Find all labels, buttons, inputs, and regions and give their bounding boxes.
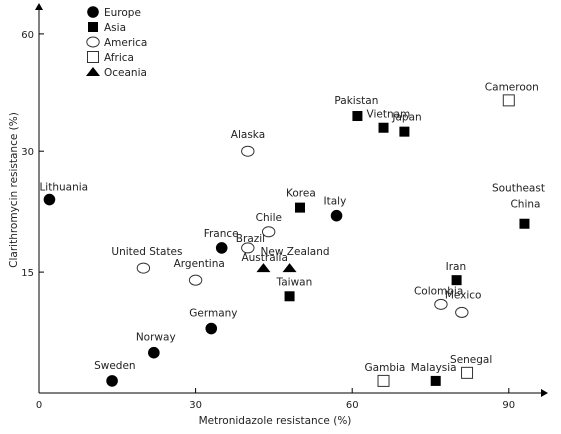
x-tick-label: 30 [189, 400, 202, 411]
point-japan [399, 126, 410, 137]
point-label-australia: Australia [241, 252, 287, 264]
point-australia [256, 263, 271, 273]
point-label-taiwan: Taiwan [276, 276, 313, 288]
point-label-brazil: Brazil [236, 233, 265, 245]
legend-label-oceania: Oceania [104, 67, 147, 79]
point-label-senegal: Senegal [450, 354, 492, 366]
point-label-united-states: United States [111, 246, 182, 258]
y-tick-label: 15 [21, 268, 34, 279]
point-label-germany: Germany [189, 308, 237, 320]
y-axis-arrow [35, 3, 43, 10]
point-iran [451, 275, 462, 286]
point-label-korea: Korea [286, 188, 316, 200]
point-france [215, 242, 228, 254]
point-argentina [188, 274, 203, 286]
legend-marker-america [86, 36, 100, 48]
x-axis-title: Metronidazole resistance (%) [199, 415, 352, 427]
point-label-southeast-china-line2: China [510, 199, 540, 211]
point-colombia [434, 298, 448, 310]
y-axis-title: Clarithromycin resistance (%) [8, 112, 20, 268]
x-axis-arrow [541, 389, 548, 397]
point-label-colombia: Colombia [414, 285, 463, 297]
point-new-zealand [282, 263, 297, 273]
legend-label-america: America [104, 37, 147, 49]
legend: Europe Asia America Africa Oceania [86, 6, 147, 79]
point-gambia [377, 374, 390, 387]
legend-marker-europe [87, 6, 99, 18]
point-mexico [455, 306, 469, 318]
x-tick-label: 0 [36, 400, 42, 411]
point-sweden [106, 375, 118, 387]
ticks: 0 30 60 90 15 30 60 [21, 30, 515, 411]
point-label-cameroon: Cameroon [485, 81, 539, 93]
point-southeast-china [519, 218, 530, 229]
point-senegal [461, 366, 474, 379]
x-tick-label: 60 [346, 400, 359, 411]
point-brazil [241, 242, 255, 254]
point-cameroon [502, 94, 515, 107]
point-label-malaysia: Malaysia [411, 362, 457, 374]
legend-label-africa: Africa [104, 52, 134, 64]
point-alaska [241, 145, 255, 157]
point-label-sweden: Sweden [94, 360, 136, 372]
point-label-pakistan: Pakistan [334, 95, 378, 107]
point-label-mexico: Mexico [445, 289, 482, 301]
legend-marker-oceania [86, 67, 100, 76]
data-points: Lithuania France Italy Germany Norway Sweden P… [39, 81, 545, 387]
point-chile [261, 226, 276, 238]
y-tick-label: 60 [21, 30, 34, 41]
legend-marker-asia [88, 22, 98, 32]
point-korea [295, 202, 305, 213]
point-label-southeast-china: Southeast [492, 183, 545, 195]
legend-label-europe: Europe [104, 7, 141, 19]
point-label-alaska: Alaska [231, 129, 265, 141]
point-label-new-zealand: New Zealand [261, 246, 330, 258]
y-tick-label: 30 [21, 147, 34, 158]
point-vietnam [378, 122, 389, 133]
point-label-gambia: Gambia [365, 362, 406, 374]
point-label-norway: Norway [136, 332, 176, 344]
point-label-vietnam: Vietnam [367, 109, 411, 121]
point-label-chile: Chile [256, 212, 282, 224]
legend-label-asia: Asia [104, 22, 126, 34]
point-label-argentina: Argentina [174, 258, 225, 270]
point-united-states [136, 262, 151, 274]
axes [35, 3, 548, 397]
point-label-italy: Italy [324, 196, 347, 208]
point-label-france: France [204, 228, 239, 240]
point-italy [330, 209, 343, 222]
point-label-lithuania: Lithuania [39, 182, 88, 194]
point-taiwan [284, 291, 295, 302]
point-norway [148, 346, 160, 359]
legend-marker-africa [87, 51, 99, 63]
point-label-iran: Iran [446, 261, 467, 273]
point-label-japan: Japan [391, 112, 421, 124]
point-lithuania [43, 193, 56, 206]
point-germany [205, 322, 218, 335]
point-malaysia [430, 375, 441, 386]
x-tick-label: 90 [502, 400, 515, 411]
point-pakistan [352, 111, 363, 122]
